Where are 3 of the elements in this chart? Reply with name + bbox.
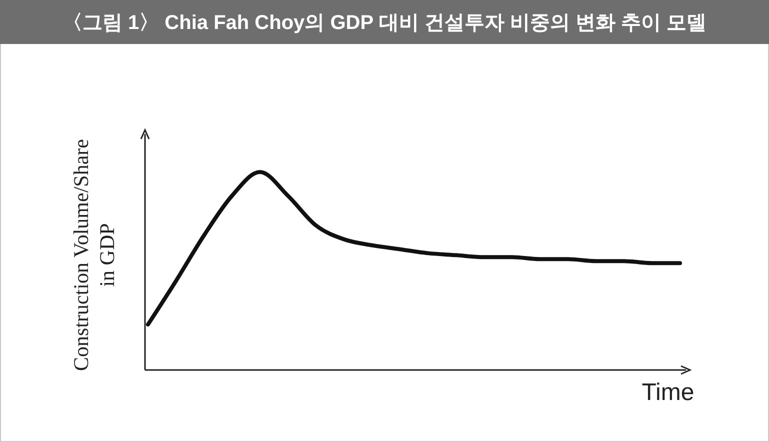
chart-title: 〈그림 1〉 Chia Fah Choy의 GDP 대비 건설투자 비중의 변화 추이 모델 [62, 12, 707, 34]
y-axis-title: Construction Volume/Share in GDP [69, 139, 119, 371]
x-axis-title: Time [642, 379, 694, 406]
